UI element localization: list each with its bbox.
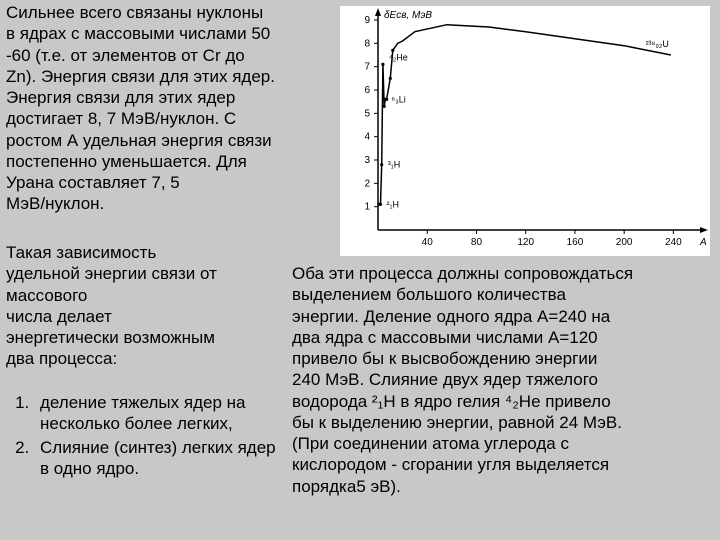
svg-text:4: 4 [364,132,370,143]
svg-text:40: 40 [422,237,434,248]
svg-text:2: 2 [364,178,370,189]
svg-text:³₁H: ³₁H [388,160,401,170]
chart-svg: 1 2 3 4 5 6 7 8 9 40 80 120 160 200 240 δEсв, МэВ A ⁴₂He ⁶… [340,6,710,256]
svg-text:3: 3 [364,155,370,166]
svg-text:⁴₂He: ⁴₂He [389,52,408,62]
svg-text:7: 7 [364,62,370,73]
svg-text:⁶₃Li: ⁶₃Li [391,94,405,104]
svg-text:240: 240 [665,237,682,248]
svg-text:6: 6 [364,85,370,96]
svg-text:160: 160 [567,237,584,248]
paragraph-mid-left: Такая зависимость удельной энергии связи… [6,242,286,370]
svg-text:A: A [699,237,707,248]
svg-text:8: 8 [364,38,370,49]
svg-text:1: 1 [364,202,370,213]
process-item-2: Слияние (синтез) легких ядер в одно ядро… [34,437,286,480]
svg-text:²³⁸₉₂U: ²³⁸₉₂U [646,39,669,49]
paragraph-mid-right: Оба эти процесса должны сопровождаться в… [292,263,712,497]
svg-text:²₁H: ²₁H [386,199,399,209]
process-item-1: деление тяжелых ядер на несколько более … [34,392,286,435]
svg-text:5: 5 [364,108,370,119]
svg-text:9: 9 [364,15,370,26]
svg-text:80: 80 [471,237,483,248]
page-root: Сильнее всего связаны нуклоны в ядрах с … [0,0,720,540]
binding-energy-chart: 1 2 3 4 5 6 7 8 9 40 80 120 160 200 240 δEсв, МэВ A ⁴₂He ⁶… [340,6,710,256]
svg-text:200: 200 [616,237,633,248]
process-list: деление тяжелых ядер на несколько более … [6,392,286,481]
svg-text:120: 120 [517,237,534,248]
svg-text:δEсв, МэВ: δEсв, МэВ [384,10,432,21]
paragraph-top-left: Сильнее всего связаны нуклоны в ядрах с … [6,2,341,215]
